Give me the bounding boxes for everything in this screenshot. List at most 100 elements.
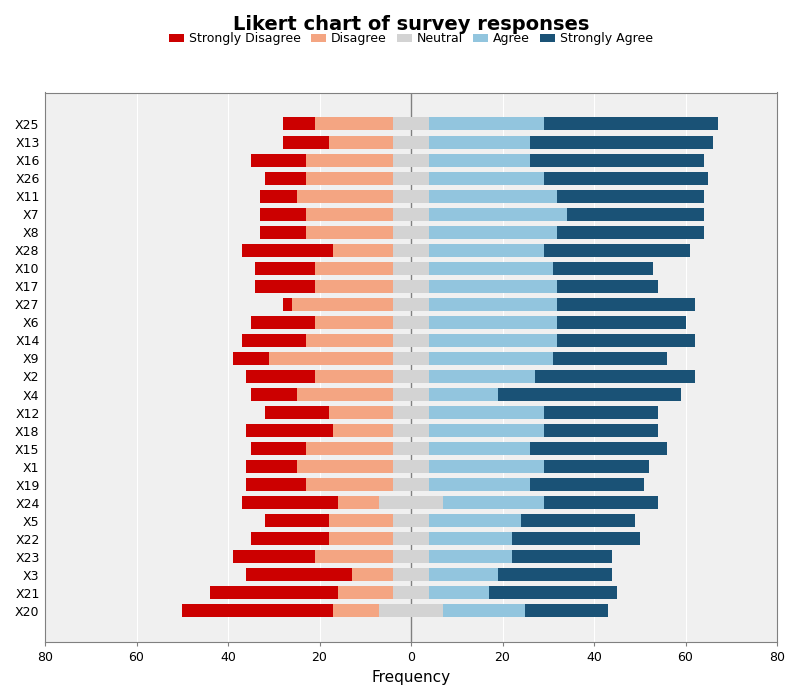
Bar [544, 118, 718, 130]
Bar [334, 244, 393, 257]
Bar [393, 280, 430, 293]
Bar [379, 604, 443, 617]
Bar [534, 370, 694, 383]
Bar [393, 532, 430, 545]
Bar [430, 568, 498, 582]
Bar [255, 262, 315, 275]
Bar [430, 208, 566, 220]
Bar [270, 352, 393, 365]
Bar [430, 172, 544, 185]
Bar [558, 225, 704, 239]
Bar [530, 153, 704, 167]
Bar [393, 460, 430, 473]
Bar [283, 118, 315, 130]
Bar [393, 244, 430, 257]
Bar [558, 316, 686, 329]
Bar [233, 352, 270, 365]
Bar [393, 172, 430, 185]
Bar [553, 352, 667, 365]
Bar [393, 388, 430, 401]
Bar [544, 244, 690, 257]
Bar [530, 136, 713, 148]
Bar [393, 298, 430, 311]
Bar [553, 262, 654, 275]
Bar [393, 442, 430, 455]
Bar [210, 587, 338, 599]
Bar [242, 244, 334, 257]
Bar [430, 587, 489, 599]
Bar [558, 190, 704, 202]
Bar [393, 352, 430, 365]
Bar [393, 262, 430, 275]
Bar [544, 460, 649, 473]
Bar [530, 442, 667, 455]
Bar [246, 424, 334, 437]
Bar [558, 298, 694, 311]
Bar [430, 442, 530, 455]
Bar [393, 587, 430, 599]
Bar [430, 460, 544, 473]
Bar [393, 136, 430, 148]
Bar [512, 550, 612, 564]
Bar [558, 280, 658, 293]
Bar [315, 550, 393, 564]
Bar [306, 172, 393, 185]
X-axis label: Frequency: Frequency [371, 670, 450, 685]
Bar [315, 316, 393, 329]
Bar [393, 334, 430, 347]
Bar [306, 442, 393, 455]
Bar [246, 370, 315, 383]
Bar [521, 514, 635, 527]
Bar [242, 334, 306, 347]
Bar [393, 225, 430, 239]
Bar [393, 478, 430, 491]
Bar [329, 532, 393, 545]
Bar [530, 478, 644, 491]
Bar [329, 406, 393, 419]
Bar [558, 334, 694, 347]
Bar [526, 604, 608, 617]
Bar [334, 424, 393, 437]
Bar [251, 316, 315, 329]
Bar [430, 190, 558, 202]
Bar [329, 136, 393, 148]
Bar [393, 370, 430, 383]
Bar [430, 262, 553, 275]
Bar [393, 514, 430, 527]
Bar [283, 298, 292, 311]
Bar [544, 406, 658, 419]
Bar [283, 136, 329, 148]
Bar [430, 153, 530, 167]
Bar [393, 118, 430, 130]
Bar [315, 370, 393, 383]
Bar [306, 225, 393, 239]
Bar [260, 190, 297, 202]
Bar [334, 604, 379, 617]
Bar [430, 370, 534, 383]
Bar [430, 225, 558, 239]
Bar [393, 406, 430, 419]
Bar [233, 550, 315, 564]
Bar [297, 190, 393, 202]
Bar [265, 172, 306, 185]
Bar [306, 153, 393, 167]
Bar [315, 262, 393, 275]
Bar [443, 604, 526, 617]
Bar [292, 298, 393, 311]
Bar [315, 118, 393, 130]
Bar [430, 406, 544, 419]
Bar [306, 208, 393, 220]
Bar [306, 478, 393, 491]
Bar [351, 568, 393, 582]
Bar [255, 280, 315, 293]
Bar [393, 153, 430, 167]
Bar [297, 388, 393, 401]
Bar [430, 244, 544, 257]
Bar [430, 280, 558, 293]
Bar [393, 550, 430, 564]
Bar [251, 388, 297, 401]
Bar [338, 587, 393, 599]
Bar [338, 496, 379, 509]
Bar [430, 334, 558, 347]
Bar [265, 514, 329, 527]
